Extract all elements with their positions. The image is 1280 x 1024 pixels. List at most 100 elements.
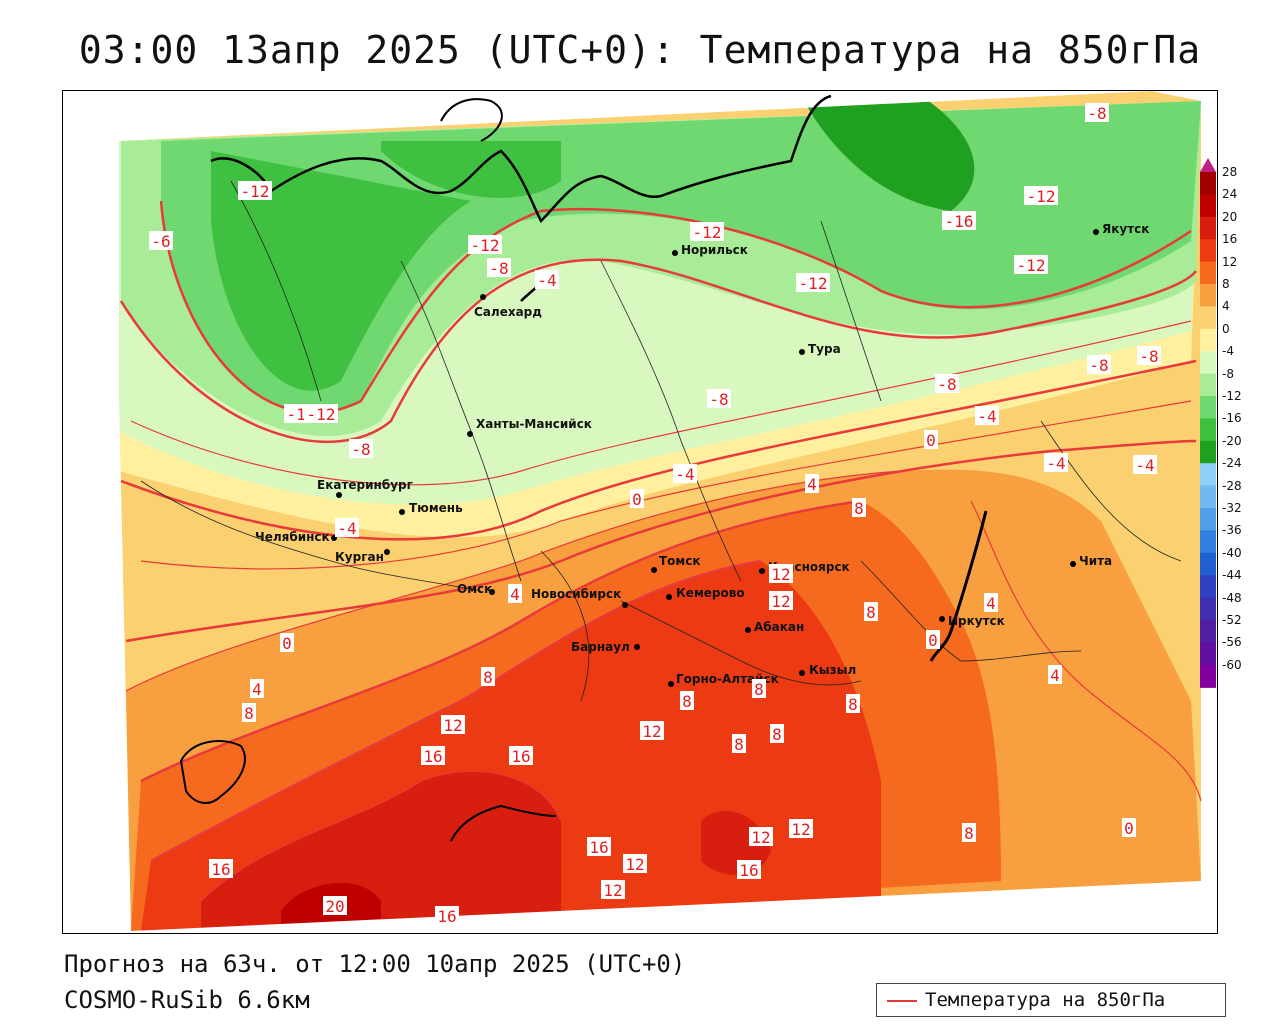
isotherm-label-bg [421, 746, 445, 765]
isotherm-label-bg [770, 724, 784, 743]
isotherm-label-bg [864, 602, 878, 621]
colorbar-arrow-top [1200, 158, 1216, 172]
colorbar-segment [1200, 216, 1216, 240]
isotherm-label: -8 [1089, 356, 1108, 375]
city-label: Новосибирск [531, 587, 621, 601]
city-label: Чита [1079, 554, 1112, 568]
isotherm-label: -4 [1046, 454, 1065, 473]
isotherm-label-bg [468, 235, 502, 254]
city-label: Ханты-Мансийск [476, 417, 592, 431]
isotherm-label: -12 [471, 236, 500, 255]
colorbar-tick-label: -20 [1222, 433, 1242, 448]
isotherm-label-bg [732, 734, 746, 753]
isotherm-label-bg [441, 715, 465, 734]
colorbar-tick-label: -52 [1222, 613, 1242, 627]
isotherm-label: 4 [986, 594, 996, 613]
isotherm-label: 4 [510, 585, 520, 604]
isotherm-label-bg [435, 906, 459, 925]
legend-box: Температура на 850гПа [876, 983, 1226, 1017]
isotherm-label-bg [926, 630, 940, 649]
isotherm-label: 8 [854, 499, 864, 518]
isotherm-label: -8 [489, 259, 508, 278]
isotherm-label: 16 [511, 747, 530, 766]
isotherm-label: 16 [739, 861, 758, 880]
colorbar-segment [1200, 440, 1216, 464]
city-label: Норильск [681, 243, 748, 257]
isotherm-label: 0 [282, 634, 292, 653]
isotherm-label-bg [238, 181, 272, 200]
isotherm-label-bg [749, 827, 773, 846]
isotherm-label: 0 [1124, 819, 1134, 838]
isotherm-label: -4 [675, 465, 694, 484]
isotherm-label-bg [690, 222, 724, 241]
colorbar-tick-label: 4 [1222, 299, 1230, 314]
isotherm-label-bg [1048, 665, 1062, 684]
isotherm-label: 8 [734, 735, 744, 754]
colorbar-segment [1200, 597, 1216, 621]
isotherm-label-bg [349, 439, 373, 458]
colorbar-tick-label: 28 [1222, 165, 1238, 179]
isotherm-label: -8 [1139, 347, 1158, 366]
colorbar-arrow-bottom [1200, 687, 1216, 688]
isotherm-label: 12 [771, 565, 790, 584]
colorbar-segment [1200, 351, 1216, 375]
colorbar-segment [1200, 575, 1216, 599]
isotherm-label-bg [680, 691, 694, 710]
isotherm-label: 16 [437, 907, 456, 926]
isotherm-label: -12 [693, 223, 722, 242]
city-label: Салехард [474, 305, 542, 319]
colorbar-tick-label: -24 [1222, 456, 1242, 471]
colorbar-segment [1200, 306, 1216, 330]
city-label: Тура [808, 342, 841, 356]
isotherm-label: 8 [848, 695, 858, 714]
isotherm-label: 8 [483, 668, 493, 687]
isotherm-label: 12 [791, 820, 810, 839]
colorbar-tick-label: 16 [1222, 232, 1238, 247]
colorbar-tick-label: -28 [1222, 478, 1242, 493]
city-label: Иркутск [948, 614, 1005, 628]
isotherm-label: 20 [325, 897, 344, 916]
isotherm-label-bg [640, 721, 664, 740]
isotherm-label-bg [304, 404, 338, 423]
city-label: Екатеринбург [317, 478, 413, 492]
isotherm-label-bg [935, 374, 959, 393]
colorbar-tick-label: -36 [1222, 523, 1242, 538]
city-label: Кемерово [676, 586, 745, 600]
temperature-colorbar [1200, 158, 1216, 688]
isotherm-lines [119, 200, 1202, 902]
isotherm-label: -12 [1027, 187, 1056, 206]
isotherm-label-bg [752, 679, 766, 698]
isotherm-label: -4 [1135, 456, 1154, 475]
isotherm-label: 12 [642, 722, 661, 741]
isotherm-label-bg [984, 593, 998, 612]
isotherm-label: 8 [866, 603, 876, 622]
isotherm-label-bg [805, 474, 819, 493]
forecast-info: Прогноз на 63ч. от 12:00 10апр 2025 (UTC… [64, 950, 686, 978]
colorbar-segment [1200, 172, 1216, 195]
isotherm-label: 4 [807, 475, 817, 494]
colorbar-tick-label: -60 [1222, 657, 1242, 672]
isotherm-label: 12 [771, 592, 790, 611]
isotherm-label: 12 [443, 716, 462, 735]
isotherm-label: 0 [926, 431, 936, 450]
colorbar-segment [1200, 552, 1216, 576]
isotherm-label: 4 [252, 680, 262, 699]
isotherm-labels: -8-12-6-12-8-12-12-16-12-12-4-8-12-12-8-… [149, 103, 1161, 926]
isotherm-label-bg [975, 406, 999, 425]
city-label: Якутск [1102, 222, 1149, 236]
isotherm-label: 8 [754, 680, 764, 699]
colorbar-tick-label: 12 [1222, 254, 1238, 269]
colorbar-segment [1200, 261, 1216, 285]
isotherm-label: 16 [423, 747, 442, 766]
colorbar-tick-label: -44 [1222, 568, 1242, 583]
isotherm-label-bg [942, 211, 976, 230]
isotherm-label-bg [587, 837, 611, 856]
isotherm-label: 12 [625, 855, 644, 874]
isotherm-label: 12 [751, 828, 770, 847]
colorbar-tick-label: -40 [1222, 545, 1242, 560]
isotherm-label-bg [508, 584, 522, 603]
isotherm-label-bg [1122, 818, 1136, 837]
colorbar-tick-label: 8 [1222, 277, 1230, 291]
isotherm-label-bg [1085, 103, 1109, 122]
isotherm-label-bg [280, 633, 294, 652]
